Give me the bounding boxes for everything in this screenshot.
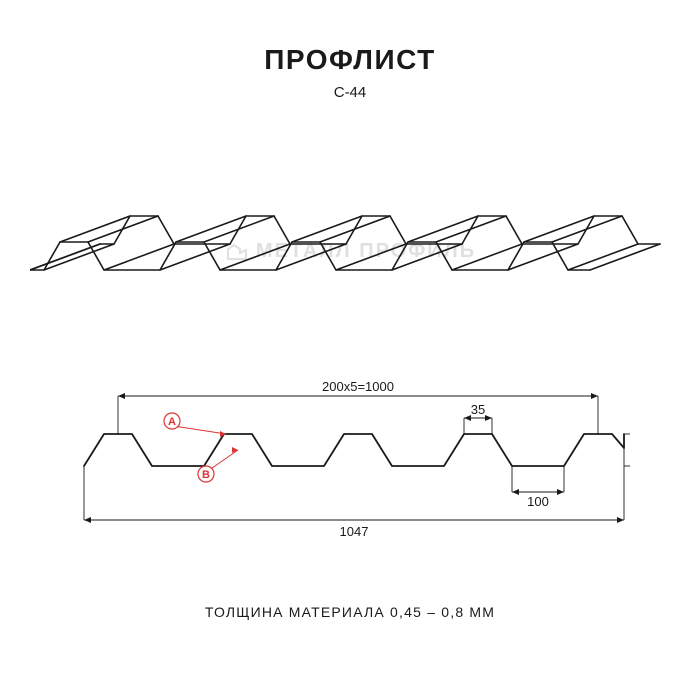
model-code: С-44 <box>0 84 700 101</box>
svg-text:A: A <box>168 416 176 428</box>
svg-text:200x5=1000: 200x5=1000 <box>322 379 394 394</box>
svg-text:35: 35 <box>471 402 485 417</box>
thickness-note: ТОЛЩИНА МАТЕРИАЛА 0,45 – 0,8 ММ <box>0 604 700 620</box>
svg-text:1047: 1047 <box>340 524 369 539</box>
isometric-view <box>30 150 670 320</box>
page-title: ПРОФЛИСТ <box>0 44 700 76</box>
svg-text:100: 100 <box>527 494 549 509</box>
svg-text:B: B <box>202 469 210 481</box>
cross-section-view: AB 200x5=100035441001047 <box>70 370 630 550</box>
